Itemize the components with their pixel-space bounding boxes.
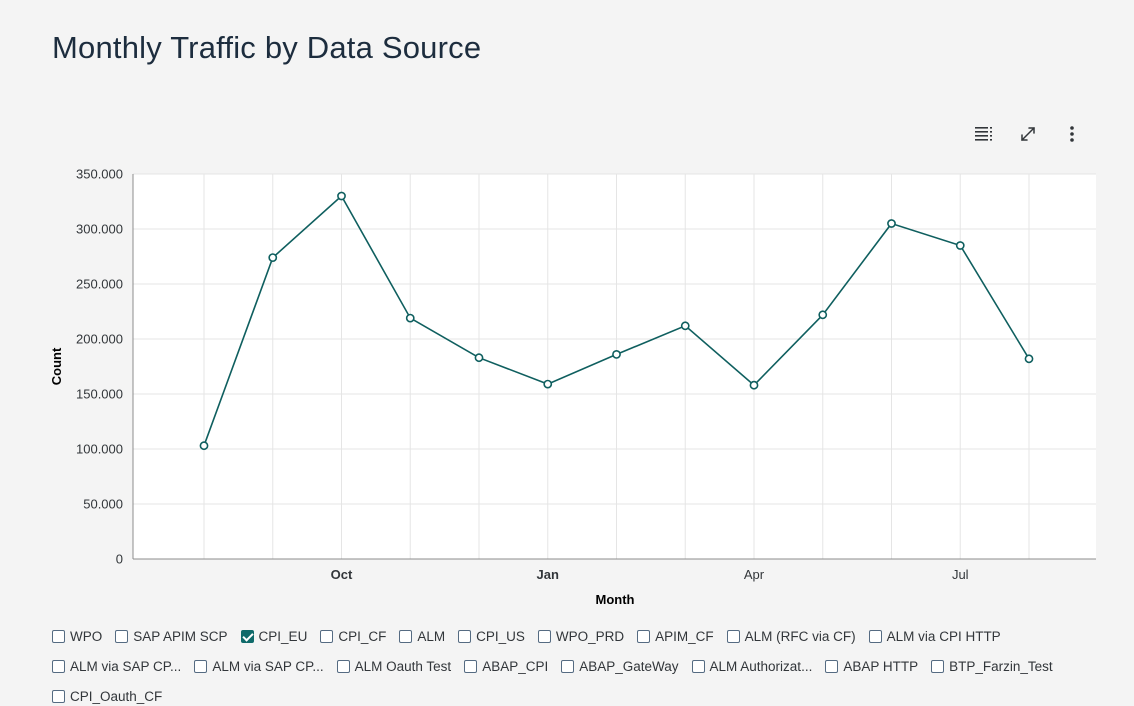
legend-item[interactable]: ALM Oauth Test: [336, 657, 452, 676]
legend-item[interactable]: ABAP HTTP: [825, 657, 918, 676]
data-point[interactable]: [337, 191, 346, 201]
legend-item-label: CPI_CF: [338, 629, 387, 644]
y-tick-label: 250.000: [76, 277, 123, 292]
checkbox[interactable]: [691, 660, 705, 673]
legend-item[interactable]: WPO_PRD: [537, 627, 625, 646]
legend-item-label: SAP APIM SCP: [133, 629, 228, 644]
checkbox[interactable]: [464, 660, 478, 673]
fullscreen-button[interactable]: [1006, 118, 1050, 150]
legend-item[interactable]: ABAP_GateWay: [561, 657, 679, 676]
legend-item[interactable]: CPI_US: [458, 627, 525, 646]
line-chart: 0 50.000 100.000 150.000 200.000 250.000 300.0…: [49, 167, 1096, 607]
more-icon: [1070, 126, 1074, 142]
checkbox[interactable]: [336, 660, 350, 673]
checkbox[interactable]: [825, 660, 839, 673]
data-point[interactable]: [1024, 354, 1034, 364]
legend-item-label: WPO_PRD: [555, 629, 625, 644]
x-tick-label: Oct: [331, 567, 353, 582]
legend-item[interactable]: CPI_CF: [320, 627, 386, 646]
y-tick-label: 200.000: [76, 332, 123, 347]
x-axis-title: Month: [596, 592, 635, 607]
x-tick-label: Jan: [537, 567, 559, 582]
data-point[interactable]: [749, 380, 759, 390]
checkbox[interactable]: [52, 660, 65, 673]
legend-item[interactable]: ALM via SAP CP...: [194, 657, 324, 676]
grid: [133, 173, 1096, 559]
checkbox-checked[interactable]: [240, 630, 254, 643]
y-tick-label: 300.000: [76, 222, 123, 237]
legend-toggle-button[interactable]: [962, 118, 1006, 150]
legend-item[interactable]: CPI_Oauth_CF: [52, 687, 162, 706]
y-tick-label: 100.000: [76, 442, 123, 457]
legend-item[interactable]: BTP_Farzin_Test: [931, 657, 1053, 676]
checkbox[interactable]: [458, 630, 472, 643]
legend-item-label: APIM_CF: [655, 629, 714, 644]
y-axis-title: Count: [49, 347, 64, 385]
checkbox[interactable]: [52, 630, 65, 643]
y-tick-label: 50.000: [83, 497, 123, 512]
checkbox[interactable]: [561, 660, 575, 673]
legend-item[interactable]: CPI_EU: [240, 627, 308, 646]
checkbox[interactable]: [194, 660, 208, 673]
checkbox[interactable]: [726, 630, 740, 643]
legend-item-label: ALM (RFC via CF): [744, 629, 856, 644]
checkbox[interactable]: [537, 630, 551, 643]
checkbox[interactable]: [868, 630, 882, 643]
legend-item[interactable]: ABAP_CPI: [464, 657, 548, 676]
legend-item-label: CPI_US: [476, 629, 525, 644]
y-tick-label: 150.000: [76, 387, 123, 402]
page-title: Monthly Traffic by Data Source: [52, 30, 482, 65]
legend-item-label: ALM Authorizat...: [709, 659, 813, 674]
legend-item-label: ALM Oauth Test: [354, 659, 452, 674]
legend-item-label: ABAP_CPI: [482, 659, 549, 674]
legend-item-label: BTP_Farzin_Test: [949, 659, 1053, 674]
plot-area: [133, 174, 1096, 559]
data-point[interactable]: [887, 219, 896, 228]
checkbox[interactable]: [115, 630, 129, 643]
data-points: [199, 191, 1034, 451]
fullscreen-icon: [1021, 127, 1035, 141]
data-point[interactable]: [405, 313, 415, 323]
more-options-button[interactable]: [1050, 118, 1094, 150]
checkbox[interactable]: [637, 630, 651, 643]
x-tick-label: Apr: [744, 567, 765, 582]
legend: WPO SAP APIM SCP CPI_EU CPI_CF ALM CPI_US WPO_…: [52, 627, 1094, 706]
data-point[interactable]: [474, 353, 484, 363]
legend-item-label: ALM via CPI HTTP: [886, 629, 1001, 644]
legend-item-label: ABAP_GateWay: [579, 659, 679, 674]
checkbox[interactable]: [52, 690, 65, 703]
data-point[interactable]: [955, 241, 965, 250]
data-point[interactable]: [543, 379, 553, 389]
data-point[interactable]: [612, 349, 621, 359]
legend-item-label: ALM: [417, 629, 446, 644]
checkbox[interactable]: [931, 660, 945, 673]
legend-item[interactable]: ALM via SAP CP...: [52, 657, 181, 676]
data-point[interactable]: [680, 321, 690, 331]
legend-item-label: CPI_EU: [258, 629, 308, 644]
x-tick-label: Jul: [952, 567, 969, 582]
legend-item[interactable]: SAP APIM SCP: [115, 627, 228, 646]
legend-item[interactable]: APIM_CF: [637, 627, 714, 646]
chart-toolbar: [962, 118, 1094, 150]
legend-item[interactable]: WPO: [52, 627, 102, 646]
legend-item[interactable]: ALM via CPI HTTP: [868, 627, 1001, 646]
legend-icon: [975, 127, 992, 141]
checkbox[interactable]: [320, 630, 334, 643]
legend-item-label: WPO: [70, 629, 103, 644]
legend-item-label: ABAP HTTP: [843, 659, 919, 674]
legend-item[interactable]: ALM: [399, 627, 445, 646]
axes: 0 50.000 100.000 150.000 200.000 250.000 300.0…: [76, 167, 1096, 582]
data-point[interactable]: [199, 441, 209, 451]
legend-item[interactable]: ALM Authorizat...: [691, 657, 813, 676]
data-point[interactable]: [818, 310, 828, 320]
legend-item-label: CPI_Oauth_CF: [70, 689, 163, 704]
legend-item[interactable]: ALM (RFC via CF): [726, 627, 856, 646]
legend-item-label: ALM via SAP CP...: [212, 659, 324, 674]
checkbox[interactable]: [399, 630, 413, 643]
data-point[interactable]: [268, 253, 278, 262]
y-tick-label: 350.000: [76, 167, 123, 182]
legend-item-label: ALM via SAP CP...: [70, 659, 182, 674]
y-tick-label: 0: [116, 552, 123, 567]
